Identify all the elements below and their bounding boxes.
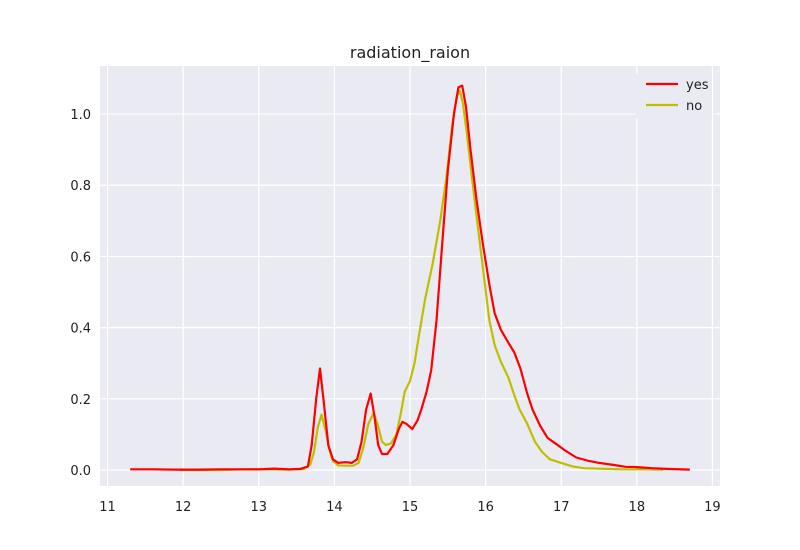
legend-label-no: no xyxy=(686,99,702,114)
y-tick-label: 0.0 xyxy=(70,464,91,479)
x-tick-label: 13 xyxy=(251,500,268,515)
series-lines xyxy=(130,84,690,472)
x-tick-label: 17 xyxy=(553,500,570,515)
y-tick-label: 1.0 xyxy=(70,108,91,123)
x-tick-label: 19 xyxy=(704,500,721,515)
series-line-no xyxy=(179,89,664,472)
y-axis-ticks: 0.0 0.2 0.4 0.6 0.8 1.0 xyxy=(70,108,91,479)
legend: yes no xyxy=(636,74,712,118)
y-tick-label: 0.6 xyxy=(70,250,91,265)
x-tick-label: 11 xyxy=(99,500,116,515)
series-line-yes xyxy=(130,84,690,471)
x-tick-label: 12 xyxy=(175,500,192,515)
x-tick-label: 14 xyxy=(326,500,343,515)
chart-title: radiation_raion xyxy=(350,43,470,63)
legend-box xyxy=(636,74,712,118)
legend-label-yes: yes xyxy=(686,78,709,93)
y-tick-label: 0.2 xyxy=(70,393,91,408)
x-tick-label: 15 xyxy=(402,500,419,515)
x-tick-label: 18 xyxy=(629,500,646,515)
x-tick-label: 16 xyxy=(477,500,494,515)
y-tick-label: 0.8 xyxy=(70,179,91,194)
x-axis-ticks: 11 12 13 14 15 16 17 18 19 xyxy=(99,500,720,515)
y-tick-label: 0.4 xyxy=(70,322,91,337)
